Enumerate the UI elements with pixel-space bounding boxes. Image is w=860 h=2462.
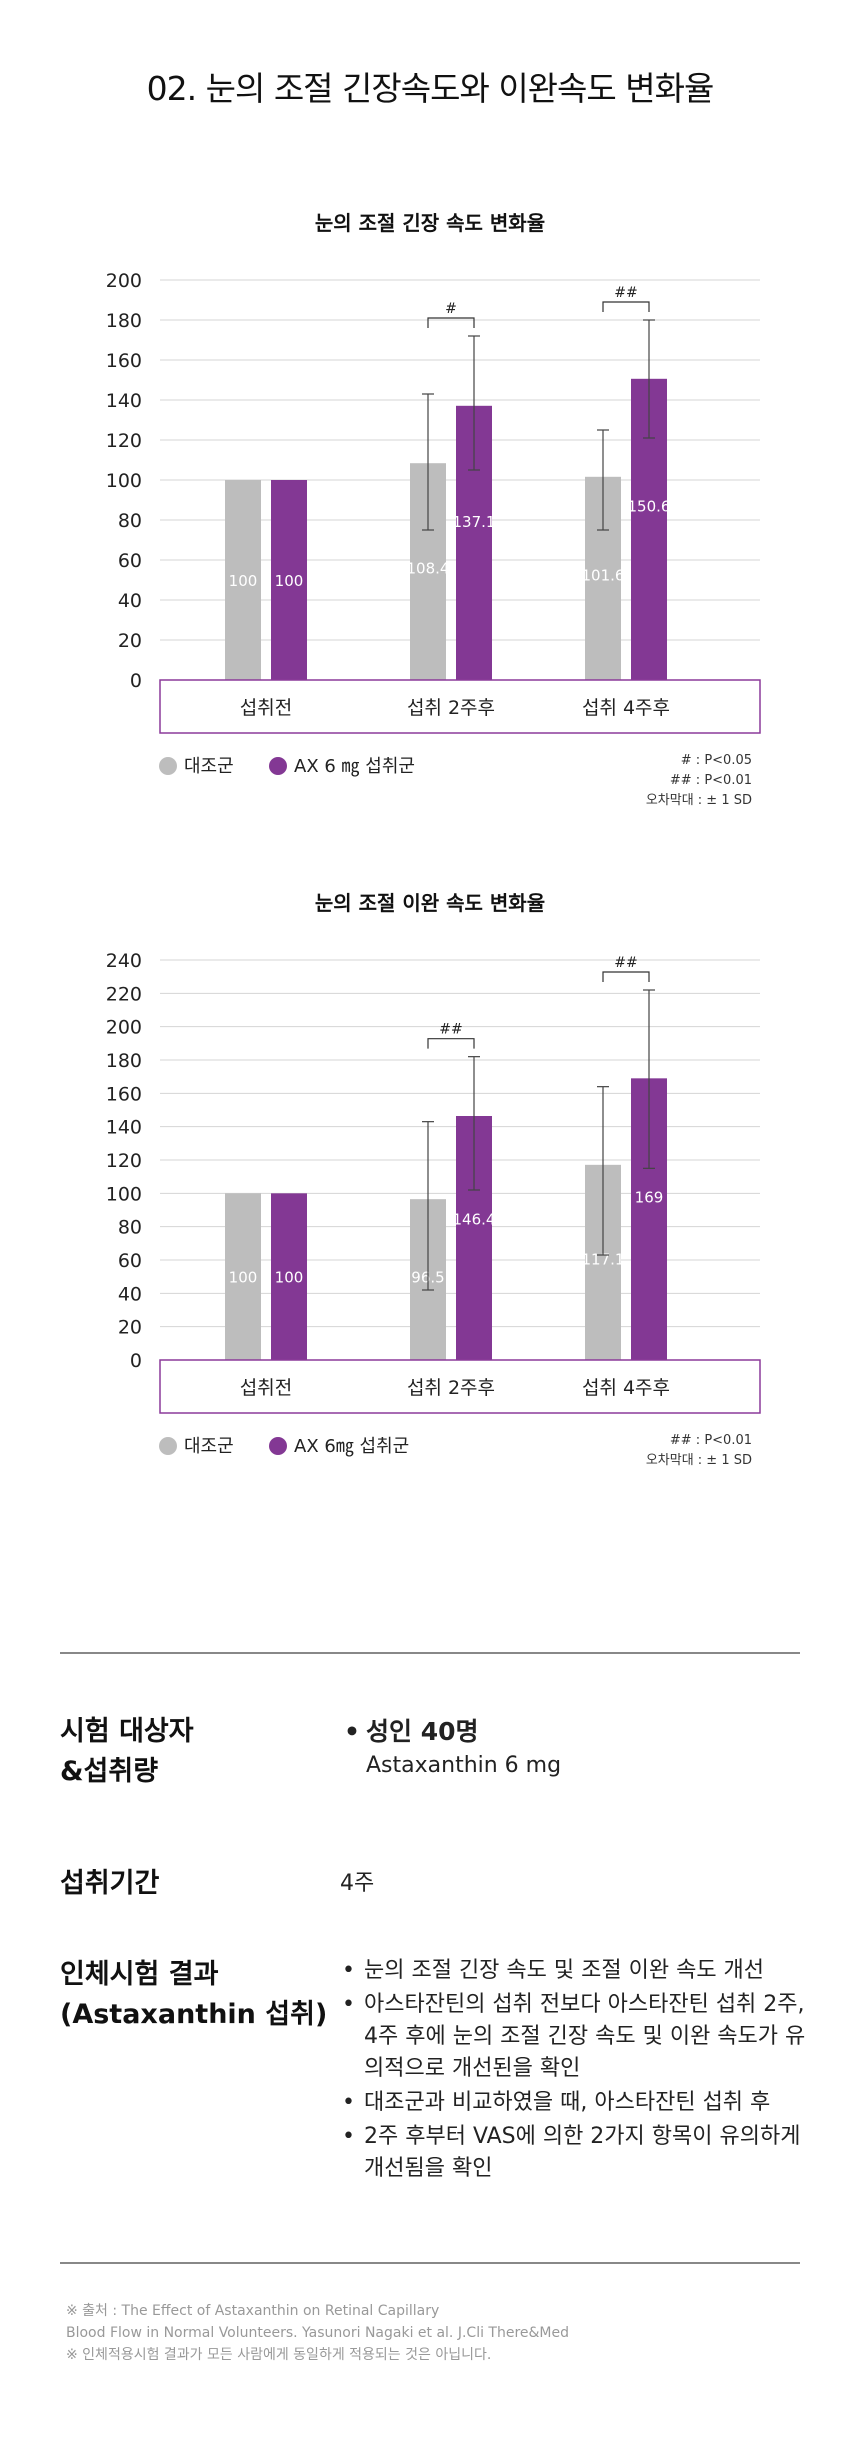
y-tick-label: 120	[106, 1150, 142, 1172]
legend-control-swatch	[159, 757, 177, 775]
divider-top	[60, 1652, 800, 1654]
bar-value-label: 101.6	[582, 566, 625, 584]
result-bullet-2: 아스타잔틴의 섭취 전보다 아스타잔틴 섭취 2주, 4주 후에 눈의 조절 긴…	[338, 1989, 808, 2085]
info-period-value: 4주	[340, 1871, 375, 1896]
y-tick-label: 40	[118, 590, 142, 612]
divider-bottom	[60, 2262, 800, 2264]
page-title: 02. 눈의 조절 긴장속도와 이완속도 변화율	[146, 69, 715, 108]
y-tick-label: 60	[118, 550, 142, 572]
significance-bracket	[602, 971, 650, 982]
legend-treatment-swatch	[269, 1437, 287, 1455]
chart-title: 눈의 조절 긴장 속도 변화율	[315, 211, 545, 235]
info-subjects: 시험 대상자 &섭취량 성인 40명 Astaxanthin 6 mg	[60, 1712, 800, 1812]
legend-treatment-label: AX 6㎎ 섭취군	[294, 1436, 409, 1457]
bar-treatment	[271, 1193, 307, 1360]
y-tick-label: 0	[130, 670, 142, 692]
y-tick-label: 140	[106, 390, 142, 412]
y-tick-label: 100	[106, 1183, 142, 1205]
x-category-label: 섭취 4주후	[582, 697, 670, 719]
y-tick-label: 200	[106, 270, 142, 292]
bar-value-label: 100	[229, 1269, 258, 1287]
bar-value-label: 150.6	[628, 497, 671, 515]
legend-control-label: 대조군	[184, 1436, 234, 1457]
significance-bracket	[427, 1038, 475, 1049]
y-tick-label: 220	[106, 983, 142, 1005]
bar-value-label: 169	[635, 1189, 664, 1207]
bar-value-label: 117.1	[582, 1251, 625, 1269]
y-tick-label: 160	[106, 1083, 142, 1105]
subjects-sub: Astaxanthin 6 mg	[366, 1753, 562, 1778]
legend-note: ## : P<0.01	[670, 1433, 752, 1448]
category-frame	[159, 679, 761, 734]
y-tick-label: 80	[118, 510, 142, 532]
chart-accommodation-relaxation: 눈의 조절 이완 속도 변화율 0 20 40 60 80 100 120 140 160 180 2…	[106, 891, 761, 1468]
x-category-label: 섭취전	[240, 1377, 292, 1399]
y-tick-label: 60	[118, 1250, 142, 1272]
legend-note: # : P<0.05	[681, 753, 752, 768]
bar-value-label: 100	[229, 572, 258, 590]
significance-mark: ##	[439, 1022, 462, 1038]
info-results: 인체시험 결과 (Astaxanthin 섭취) 눈의 조절 긴장 속도 및 조…	[60, 1955, 805, 2195]
x-category-label: 섭취전	[240, 697, 292, 719]
footnote-disclaimer: ※ 인체적용시험 결과가 모든 사람에게 동일하게 적용되는 것은 아닙니다.	[66, 2347, 492, 2363]
legend-control-swatch	[159, 1437, 177, 1455]
y-tick-label: 180	[106, 1050, 142, 1072]
y-tick-label: 180	[106, 310, 142, 332]
y-tick-label: 240	[106, 950, 142, 972]
bar-treatment	[271, 480, 307, 680]
bar-control	[225, 480, 261, 680]
y-tick-label: 20	[118, 1317, 142, 1339]
legend-treatment-swatch	[269, 757, 287, 775]
y-tick-label: 120	[106, 430, 142, 452]
result-bullet-1: 눈의 조절 긴장 속도 및 조절 이완 속도 개선	[338, 1955, 808, 1987]
chart-title: 눈의 조절 이완 속도 변화율	[315, 891, 545, 915]
category-frame	[159, 1359, 761, 1414]
info-subjects-label: 시험 대상자 &섭취량	[60, 1716, 194, 1787]
significance-mark: ##	[614, 285, 637, 301]
y-tick-label: 140	[106, 1117, 142, 1139]
x-category-label: 섭취 2주후	[407, 697, 495, 719]
info-period-label: 섭취기간	[60, 1868, 160, 1899]
result-bullet-4: 2주 후부터 VAS에 의한 2가지 항목이 유의하게 개선됨을 확인	[338, 2121, 808, 2185]
footnote-source: ※ 출처 : The Effect of Astaxanthin on Reti…	[66, 2303, 440, 2319]
info-period: 섭취기간 4주	[60, 1864, 800, 1914]
bar-value-label: 146.4	[453, 1210, 496, 1228]
x-category-label: 섭취 2주후	[407, 1377, 495, 1399]
y-tick-label: 20	[118, 630, 142, 652]
x-category-label: 섭취 4주후	[582, 1377, 670, 1399]
bar-value-label: 108.4	[407, 559, 450, 577]
chart-accommodation-tension: 눈의 조절 긴장 속도 변화율 0 20 40 60 80 100 120 140 160 180 2…	[106, 211, 761, 808]
y-tick-label: 40	[118, 1283, 142, 1305]
significance-mark: #	[445, 301, 457, 317]
subjects-main: 성인 40명	[340, 1716, 800, 1748]
footnote-citation: Blood Flow in Normal Volunteers. Yasunor…	[66, 2325, 570, 2341]
y-tick-label: 100	[106, 470, 142, 492]
legend-note: 오차막대 : ± 1 SD	[646, 1453, 752, 1468]
y-tick-label: 200	[106, 1017, 142, 1039]
bar-control	[225, 1193, 261, 1360]
info-results-value: 눈의 조절 긴장 속도 및 조절 이완 속도 개선 아스타잔틴의 섭취 전보다 …	[338, 1955, 808, 2187]
y-tick-label: 160	[106, 350, 142, 372]
bar-value-label: 137.1	[453, 513, 496, 531]
info-subjects-value: 성인 40명 Astaxanthin 6 mg	[340, 1716, 800, 1782]
bar-value-label: 100	[275, 1269, 304, 1287]
significance-bracket	[602, 301, 650, 312]
legend-control-label: 대조군	[184, 756, 234, 777]
footnotes: ※ 출처 : The Effect of Astaxanthin on Reti…	[66, 2300, 806, 2366]
legend-note: 오차막대 : ± 1 SD	[646, 793, 752, 808]
legend-note: ## : P<0.01	[670, 773, 752, 788]
bar-value-label: 100	[275, 572, 304, 590]
y-tick-label: 0	[130, 1350, 142, 1372]
info-results-label: 인체시험 결과 (Astaxanthin 섭취)	[60, 1959, 328, 2030]
result-bullet-3: 대조군과 비교하였을 때, 아스타잔틴 섭취 후	[338, 2087, 808, 2119]
y-tick-label: 80	[118, 1217, 142, 1239]
legend-treatment-label: AX 6 ㎎ 섭취군	[294, 756, 415, 777]
significance-bracket	[427, 317, 475, 328]
significance-mark: ##	[614, 955, 637, 971]
